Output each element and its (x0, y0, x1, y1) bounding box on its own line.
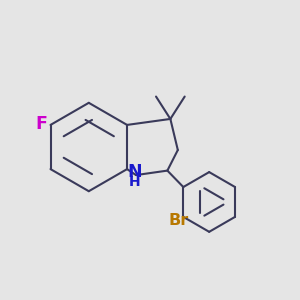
Text: F: F (35, 115, 47, 133)
Text: Br: Br (169, 213, 189, 228)
Text: H: H (129, 175, 140, 189)
Text: N: N (127, 163, 142, 181)
